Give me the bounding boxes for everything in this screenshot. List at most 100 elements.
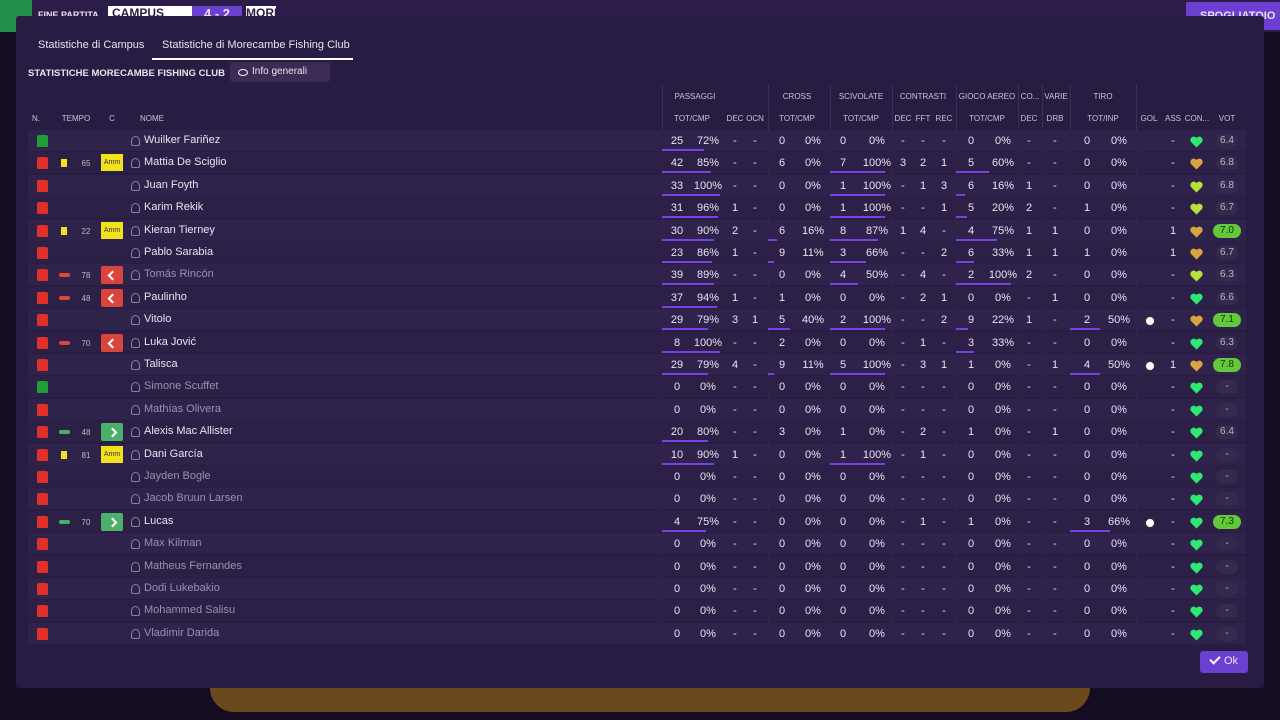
column-header: NOME [140,114,164,123]
player-name[interactable]: Simone Scuffet [144,380,219,393]
stat-cell: - [942,269,946,282]
stat-cell: 0 [839,381,847,394]
stat-cell: - [1053,560,1057,573]
player-name[interactable]: Luka Jović [144,335,196,348]
chevron [107,427,118,438]
tab-active[interactable]: Statistiche di Morecambe Fishing Club [162,39,350,51]
player-name[interactable]: Jacob Bruun Larsen [144,492,243,505]
person-icon [131,337,140,348]
stat-cell: 100% [862,157,892,170]
person-icon [131,270,140,281]
player-name[interactable]: Paulinho [144,290,187,303]
stat-cell: - [1053,605,1057,618]
player-name[interactable]: Vitolo [144,313,172,326]
stat-cell: 2 [919,291,927,304]
dropdown[interactable]: Info generali [230,62,330,82]
stat-cell: 0 [673,538,681,551]
stat-cell: 79% [696,359,720,371]
completion-bar [830,283,858,286]
stat-cell: 0% [805,627,821,640]
stat-cell: 1 [751,314,759,327]
stat-cell: 2 [731,224,739,237]
heart [1190,472,1203,484]
player-name[interactable]: Max Kilman [144,537,202,550]
stat-cell: - [1171,627,1175,640]
player-name[interactable]: Kieran Tierney [144,223,215,236]
person-icon [131,606,140,617]
rating: 6.7 [1216,246,1238,260]
stat-cell: - [1053,493,1057,506]
stat-cell: 4 [919,269,927,282]
player-name[interactable]: Jayden Bogle [144,470,211,482]
player-name[interactable]: Mathías Olivera [144,402,222,415]
player-name[interactable]: Karim Rekik [144,201,204,214]
player-name[interactable]: Alexis Mac Allister [144,425,233,438]
tab[interactable]: Statistiche di Campus [38,39,145,51]
stat-cell: 1 [1051,359,1059,371]
stat-cell: 1 [899,224,907,237]
stat-cell: 40% [801,314,825,327]
column-header: OCN [746,114,764,123]
player-name[interactable]: Dani García [144,447,203,460]
stat-cell: 1 [839,426,847,439]
stat-cell: - [1171,583,1175,595]
player-name[interactable]: Matheus Fernandes [144,559,242,572]
stat-cell: - [901,560,905,573]
stat-cell: 0 [967,493,975,506]
stat-cell: 1 [839,202,847,215]
rating: 7.3 [1213,514,1241,529]
stat-cell: - [942,426,946,439]
condition-heart [1190,269,1203,282]
stat-cell: 0 [839,627,847,640]
player-name[interactable]: Dodi Lukebakio [144,582,220,594]
ok-button[interactable]: Ok [1200,651,1248,673]
stat-cell: 0 [778,627,786,640]
stat-cell: - [753,224,757,237]
player-name[interactable]: Pablo Sarabia [144,246,214,258]
player-name[interactable]: Wuilker Fariñez [144,134,221,146]
player-name[interactable]: Talisca [144,358,178,370]
stat-cell: - [901,627,905,640]
stat-cell: - [942,515,946,528]
stat-cell: 90% [696,224,720,237]
stat-cell: 0% [1111,157,1127,170]
stat-cell: - [921,403,925,416]
row-background [28,286,1246,308]
yellow-card-icon [61,450,67,459]
sub-badge [101,288,123,307]
player-name[interactable]: Juan Foyth [144,178,199,191]
sub-icon [59,273,70,278]
stat-cell: 0% [995,448,1011,461]
stat-cell: 0% [805,493,821,506]
rating: 6.4 [1216,134,1238,148]
stat-cell: 0% [995,403,1011,416]
player-name[interactable]: Mohammed Salisu [144,604,236,617]
stat-cell: - [921,314,925,327]
stat-cell: 0 [778,202,786,215]
stat-cell: - [901,359,905,371]
stat-cell: 0 [1083,403,1091,416]
rating: - [1216,470,1238,484]
stat-cell: 0 [778,269,786,282]
heart [1190,584,1203,596]
player-name[interactable]: Mattia De Sciglio [144,156,227,169]
stat-cell: 75% [696,515,720,528]
stat-cell: 0% [805,560,821,573]
player-name[interactable]: Tomás Rincón [144,268,214,281]
heart [1190,539,1203,551]
group-header: CROSS [782,92,812,101]
stat-cell: 0 [839,135,847,147]
chevron [107,517,118,528]
column-header: TEMPO [61,114,91,123]
shirt-icon [37,426,48,439]
stat-cell: 0% [805,471,821,483]
condition-heart [1190,337,1203,350]
player-name[interactable]: Vladimir Darida [144,626,220,639]
stat-cell: 0% [805,426,821,439]
dropdown-label: Info generali [252,66,308,77]
shirt-icon [37,269,48,282]
shirt-icon [37,336,48,349]
player-name[interactable]: Lucas [144,514,174,527]
stat-cell: 100% [862,448,892,461]
stat-cell: - [1053,515,1057,528]
